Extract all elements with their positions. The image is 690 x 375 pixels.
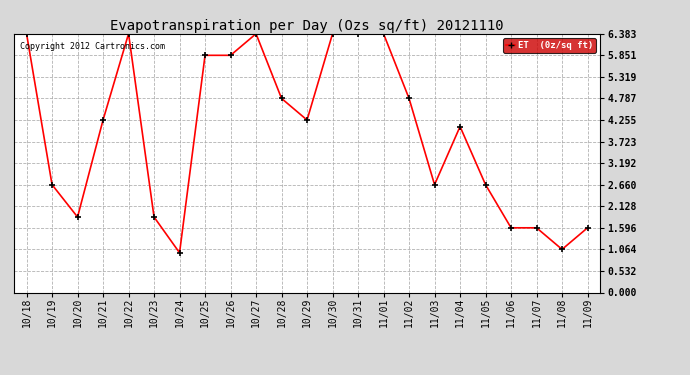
Legend: ET  (0z/sq ft): ET (0z/sq ft) <box>504 38 595 53</box>
Title: Evapotranspiration per Day (Ozs sq/ft) 20121110: Evapotranspiration per Day (Ozs sq/ft) 2… <box>110 19 504 33</box>
Text: Copyright 2012 Cartronics.com: Copyright 2012 Cartronics.com <box>19 42 165 51</box>
